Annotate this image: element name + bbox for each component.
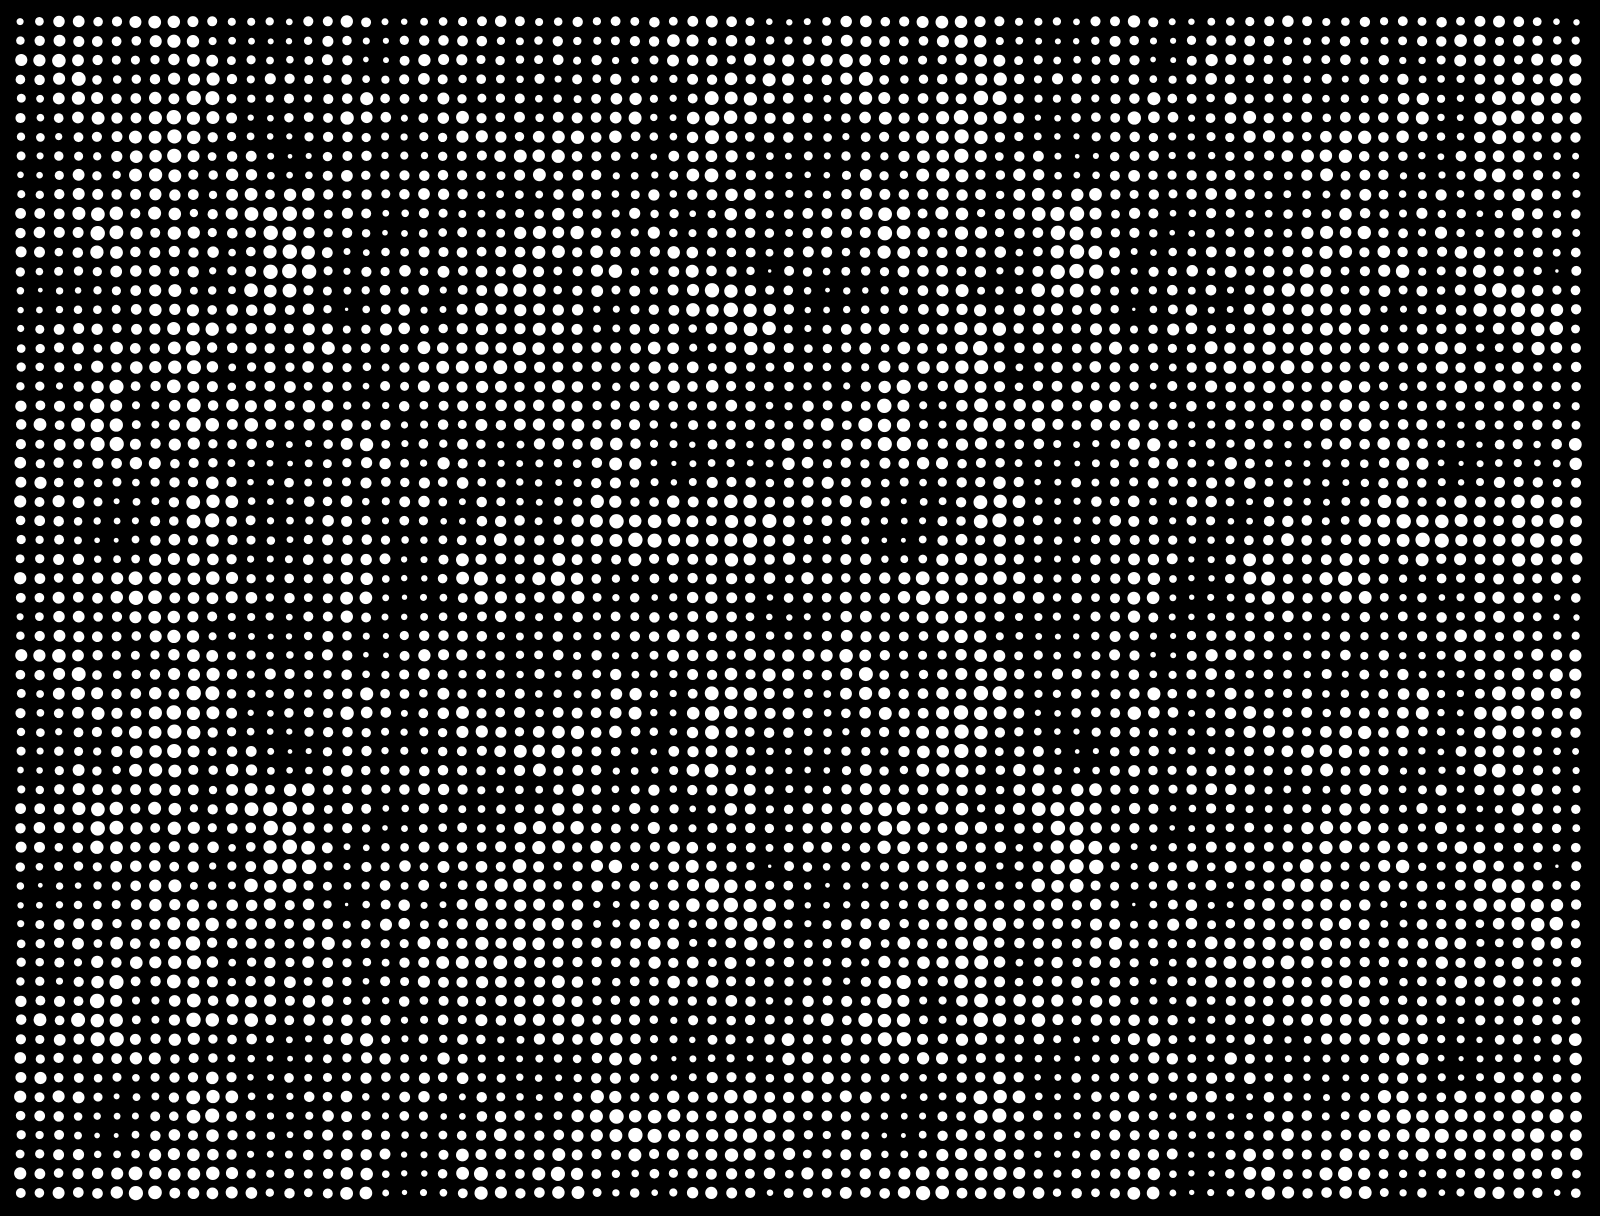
dot-matrix-screen (14, 15, 1583, 1201)
halftone-dot-grid (14, 15, 1583, 1201)
